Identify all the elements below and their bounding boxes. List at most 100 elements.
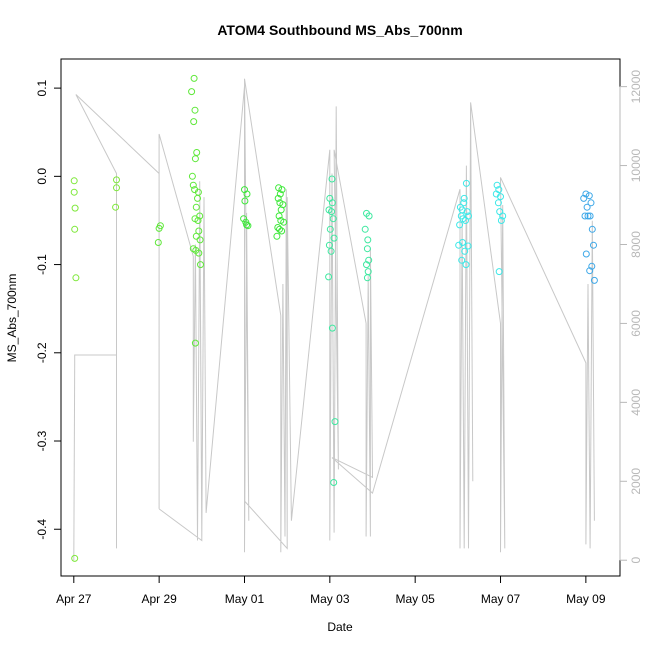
data-point bbox=[497, 193, 504, 201]
x-axis-label: Date bbox=[327, 620, 353, 634]
data-point bbox=[277, 206, 285, 214]
y-axis-label: MS_Abs_700nm bbox=[5, 274, 19, 363]
data-point bbox=[196, 236, 204, 244]
data-point bbox=[493, 181, 501, 189]
data-point bbox=[497, 217, 505, 224]
data-point bbox=[587, 199, 595, 207]
data-point bbox=[197, 261, 204, 269]
data-point bbox=[462, 179, 470, 187]
data-point bbox=[193, 149, 201, 156]
data-point bbox=[584, 212, 592, 220]
data-point bbox=[113, 184, 120, 192]
y-tick-label: -0.2 bbox=[35, 342, 49, 363]
data-point bbox=[363, 245, 371, 253]
data-point bbox=[273, 232, 281, 240]
data-point bbox=[586, 212, 594, 220]
data-point bbox=[325, 273, 333, 281]
data-point bbox=[590, 241, 597, 249]
data-point bbox=[188, 88, 196, 96]
data-point bbox=[365, 212, 373, 220]
data-point bbox=[275, 212, 283, 220]
data-point bbox=[278, 227, 286, 235]
data-point bbox=[582, 250, 590, 258]
data-point bbox=[326, 225, 334, 233]
data-point bbox=[274, 224, 282, 231]
data-point bbox=[588, 225, 596, 233]
data-point bbox=[71, 554, 79, 562]
x-tick-label: Apr 29 bbox=[141, 592, 177, 606]
data-point bbox=[329, 215, 337, 223]
x-tick-label: Apr 27 bbox=[56, 592, 92, 606]
data-point bbox=[328, 199, 336, 207]
data-point bbox=[72, 274, 80, 282]
data-point bbox=[328, 175, 336, 183]
data-point bbox=[71, 225, 79, 233]
data-point bbox=[191, 339, 199, 347]
data-point bbox=[192, 203, 200, 211]
data-point bbox=[190, 74, 198, 82]
data-point bbox=[496, 208, 504, 216]
data-point bbox=[195, 249, 203, 257]
y2-tick-label: 8000 bbox=[629, 231, 643, 258]
data-point bbox=[330, 479, 338, 486]
y2-tick-label: 6000 bbox=[629, 310, 643, 337]
data-point bbox=[459, 239, 466, 246]
data-point bbox=[460, 199, 468, 207]
data-point bbox=[190, 118, 198, 126]
data-point bbox=[580, 194, 588, 202]
data-point bbox=[191, 155, 199, 163]
data-point bbox=[243, 190, 251, 198]
data-point bbox=[113, 176, 120, 184]
data-point bbox=[590, 276, 598, 284]
y2-tick-label: 0 bbox=[629, 557, 643, 564]
data-point bbox=[71, 204, 79, 212]
y-tick-label: 0.1 bbox=[35, 79, 49, 96]
data-point bbox=[194, 217, 202, 224]
data-point bbox=[276, 225, 283, 233]
secondary-line-layer bbox=[73, 78, 595, 561]
x-tick-label: May 09 bbox=[566, 592, 606, 606]
data-point bbox=[582, 190, 590, 198]
x-axis: Apr 27 Apr 29 May 01 May 03 May 05 May 07 May … bbox=[56, 575, 606, 606]
data-point bbox=[241, 197, 249, 205]
points-layer bbox=[70, 74, 598, 562]
data-point bbox=[331, 418, 339, 426]
data-point bbox=[243, 221, 251, 229]
data-point bbox=[581, 212, 589, 220]
data-point bbox=[328, 324, 336, 332]
data-point bbox=[588, 262, 596, 270]
data-point bbox=[70, 177, 78, 185]
data-point bbox=[463, 208, 471, 216]
data-point bbox=[364, 236, 372, 244]
data-point bbox=[275, 184, 283, 192]
y2-tick-label: 4000 bbox=[629, 389, 643, 416]
data-point bbox=[325, 241, 333, 249]
data-point bbox=[280, 218, 288, 226]
data-point bbox=[194, 194, 201, 202]
chart-title: ATOM4 Southbound MS_Abs_700nm bbox=[217, 22, 462, 38]
y-tick-label: -0.1 bbox=[35, 254, 49, 275]
y2-tick-label: 10000 bbox=[629, 149, 643, 183]
data-point bbox=[495, 268, 503, 276]
x-tick-label: May 03 bbox=[310, 592, 350, 606]
data-point bbox=[456, 221, 464, 229]
data-point bbox=[191, 106, 199, 114]
y-tick-label: -0.3 bbox=[35, 430, 49, 451]
secondary-depth-line bbox=[73, 78, 595, 561]
data-point bbox=[458, 256, 466, 264]
data-point bbox=[363, 261, 370, 269]
x-tick-label: May 01 bbox=[225, 592, 265, 606]
data-point bbox=[112, 203, 120, 211]
y-axis-left: 0.1 0.0 -0.1 -0.2 -0.3 -0.4 bbox=[35, 79, 62, 540]
data-point bbox=[240, 215, 248, 223]
data-point bbox=[586, 267, 594, 275]
plot-box bbox=[60, 58, 621, 577]
y-axis-right: 0 2000 4000 6000 8000 10000 12000 bbox=[619, 70, 643, 564]
data-point bbox=[274, 194, 282, 202]
data-point bbox=[328, 208, 335, 216]
data-point bbox=[494, 199, 502, 207]
data-point bbox=[278, 186, 286, 194]
y2-tick-label: 2000 bbox=[629, 468, 643, 495]
y-tick-label: 0.0 bbox=[35, 168, 49, 185]
